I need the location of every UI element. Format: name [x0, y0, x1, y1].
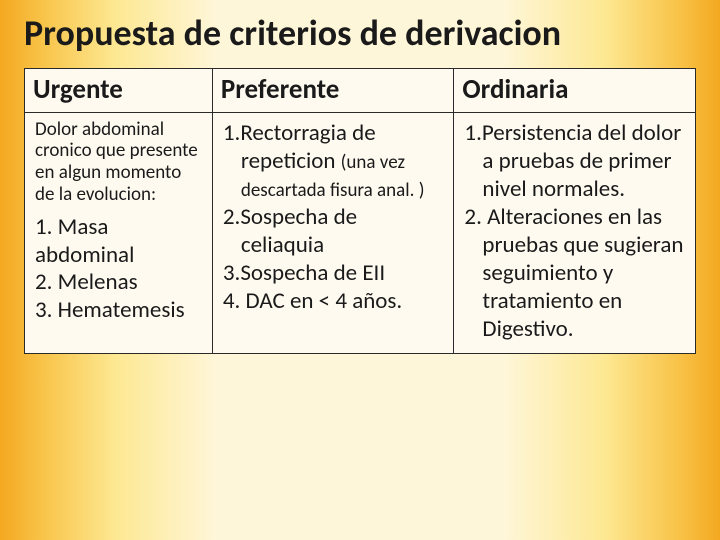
- urgente-list: 1. Masa abdominal 2. Melenas 3. Hemateme…: [35, 214, 202, 324]
- preferente-item-3: 3.Sospecha de EII: [223, 259, 444, 287]
- table-body-row: Dolor abdominal cronico que presente en …: [25, 112, 696, 353]
- table-header-row: Urgente Preferente Ordinaria: [25, 68, 696, 112]
- cell-preferente: 1.Rectorragia de repeticion (una vez des…: [212, 112, 454, 353]
- preferente-item-2: 2.Sospecha de celiaquia: [223, 203, 444, 259]
- col-header-ordinaria: Ordinaria: [454, 68, 696, 112]
- preferente-item-1: 1.Rectorragia de repeticion (una vez des…: [223, 119, 444, 203]
- urgente-item-1: 1. Masa abdominal: [35, 214, 202, 269]
- ordinaria-item-1: 1.Persistencia del dolor a pruebas de pr…: [464, 119, 685, 203]
- urgente-intro: Dolor abdominal cronico que presente en …: [35, 119, 202, 206]
- urgente-item-2: 2. Melenas: [35, 269, 202, 297]
- slide-title: Propuesta de criterios de derivacion: [24, 14, 696, 54]
- cell-urgente: Dolor abdominal cronico que presente en …: [25, 112, 213, 353]
- ordinaria-item-2: 2. Alteraciones en las pruebas que sugie…: [464, 203, 685, 343]
- cell-ordinaria: 1.Persistencia del dolor a pruebas de pr…: [454, 112, 696, 353]
- col-header-preferente: Preferente: [212, 68, 454, 112]
- preferente-list: 1.Rectorragia de repeticion (una vez des…: [223, 119, 444, 315]
- slide: Propuesta de criterios de derivacion Urg…: [0, 0, 720, 540]
- col-header-urgente: Urgente: [25, 68, 213, 112]
- urgente-item-3: 3. Hematemesis: [35, 297, 202, 325]
- ordinaria-list: 1.Persistencia del dolor a pruebas de pr…: [464, 119, 685, 343]
- criteria-table: Urgente Preferente Ordinaria Dolor abdom…: [24, 68, 696, 354]
- preferente-item-4: 4. DAC en < 4 años.: [223, 287, 444, 315]
